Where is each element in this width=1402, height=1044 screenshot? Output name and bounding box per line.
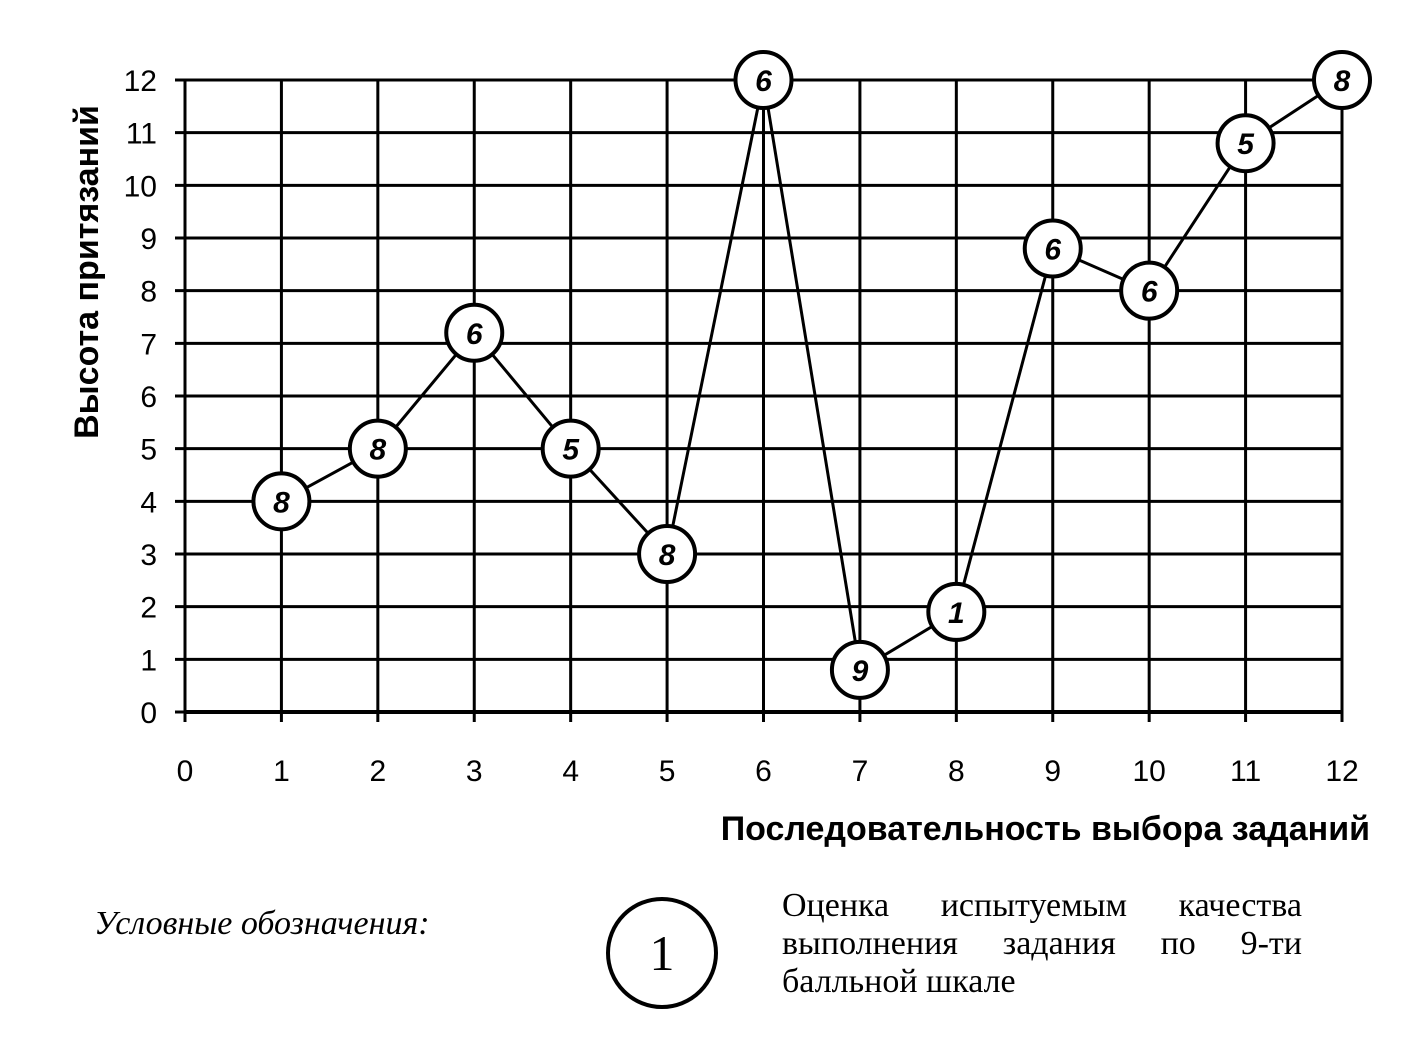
x-tick-label: 4 — [562, 755, 579, 788]
data-point-label: 8 — [369, 434, 386, 467]
data-point-marker — [637, 524, 698, 584]
data-point-label: 5 — [1237, 128, 1255, 161]
data-point-marker — [926, 581, 987, 642]
y-tick-label: 8 — [140, 276, 157, 309]
x-tick-label: 0 — [177, 755, 194, 788]
x-tick-label: 12 — [1325, 755, 1358, 788]
y-tick-label: 7 — [140, 328, 157, 361]
data-point-label: 1 — [948, 597, 965, 630]
x-tick-label: 11 — [1230, 755, 1261, 788]
y-tick-label: 11 — [126, 118, 157, 151]
data-point-label: 8 — [273, 486, 290, 519]
x-tick-label: 2 — [369, 755, 386, 788]
data-point-marker — [1119, 260, 1180, 321]
data-point-marker — [251, 471, 312, 532]
y-tick-label: 2 — [140, 592, 157, 625]
data-point-marker — [829, 639, 890, 700]
data-point-marker — [540, 418, 601, 479]
y-tick-label: 12 — [124, 65, 157, 98]
x-axis-ticks: 0 1 2 3 4 5 6 7 8 9 10 11 12 — [177, 755, 1359, 788]
data-point-label: 8 — [1334, 65, 1351, 98]
data-series: 8 8 6 5 8 6 9 1 6 6 5 8 — [251, 50, 1372, 700]
series-line — [280, 78, 1343, 673]
data-point-label: 5 — [562, 434, 580, 467]
y-tick-label: 4 — [140, 486, 157, 519]
x-tick-label: 7 — [852, 755, 869, 788]
data-point-label: 6 — [466, 318, 483, 351]
y-tick-label: 0 — [140, 697, 157, 730]
x-tick-label: 1 — [273, 755, 290, 788]
data-point-marker — [347, 418, 408, 479]
y-tick-label: 1 — [140, 644, 157, 677]
x-tick-label: 9 — [1044, 755, 1061, 788]
y-axis-title: Высота притязаний — [68, 105, 106, 439]
x-tick-label: 10 — [1132, 755, 1165, 788]
chart-grid — [175, 78, 1344, 722]
y-tick-label: 10 — [124, 170, 157, 203]
x-tick-label: 3 — [466, 755, 483, 788]
data-point-label: 6 — [1141, 276, 1158, 309]
data-point-marker — [1312, 50, 1372, 110]
data-point-label: 6 — [1044, 234, 1061, 267]
data-point-marker — [733, 50, 794, 110]
x-tick-label: 5 — [659, 755, 676, 788]
y-tick-label: 3 — [140, 539, 157, 572]
data-point-label: 9 — [852, 655, 869, 688]
data-point-marker — [444, 302, 505, 363]
legend-symbol-label: 1 — [649, 925, 675, 981]
legend-caption: Условные обозначения: — [94, 905, 430, 942]
x-axis-title: Последовательность выбора заданий — [721, 810, 1370, 848]
data-point-label: 8 — [659, 539, 676, 572]
y-tick-label: 5 — [140, 434, 157, 467]
y-tick-label: 9 — [140, 223, 157, 256]
x-tick-label: 6 — [755, 755, 772, 788]
data-point-label: 6 — [755, 65, 772, 98]
data-point-marker — [1215, 113, 1276, 174]
legend-description: Оценка испытуемым качества выполнения за… — [782, 887, 1302, 1000]
data-point-marker — [1022, 218, 1083, 279]
legend-symbol: 1 — [606, 897, 718, 1009]
x-tick-label: 8 — [948, 755, 965, 788]
y-tick-label: 6 — [140, 381, 157, 414]
